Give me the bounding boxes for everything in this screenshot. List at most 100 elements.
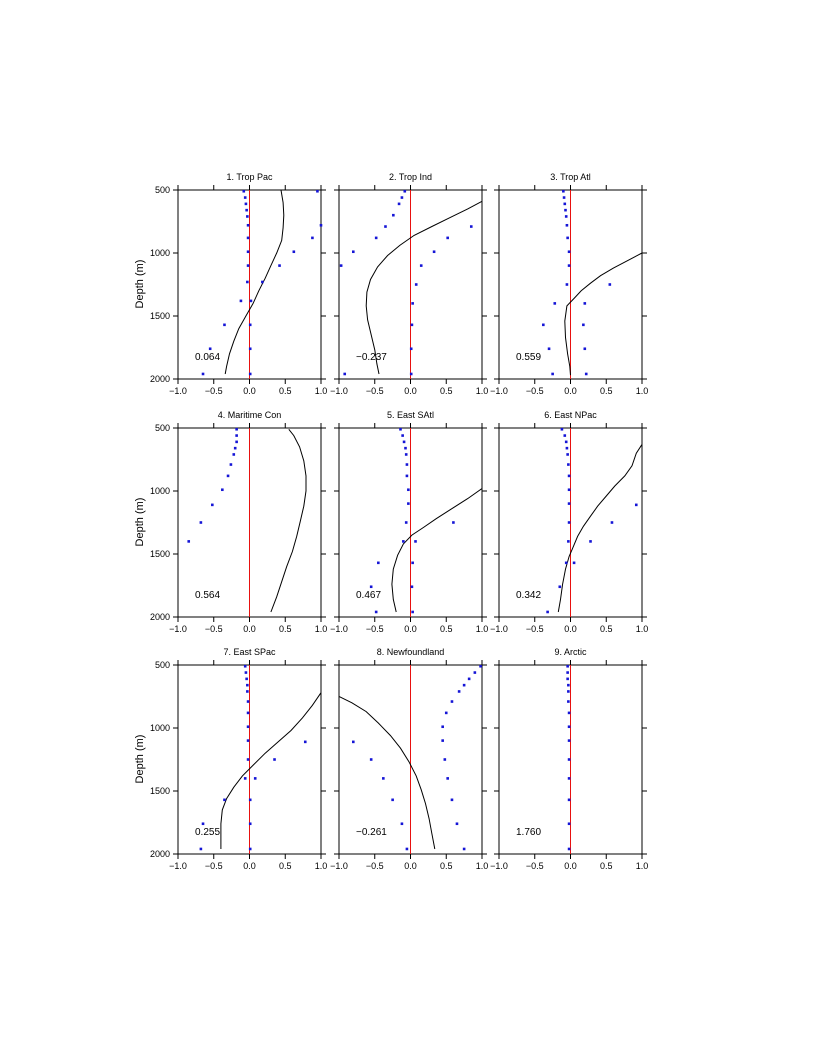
panel-5-annotation: 0.467 xyxy=(356,590,381,601)
panel-7-data-point xyxy=(201,822,205,826)
panel-9-data-point xyxy=(567,725,571,729)
panel-1-xtick-label: 1.0 xyxy=(315,386,328,396)
panel-8-data-point xyxy=(450,700,454,703)
panel-7-annotation: 0.255 xyxy=(195,827,220,838)
panel-6-data-point xyxy=(563,434,567,437)
panel-6-data-point xyxy=(567,474,571,478)
panel-5-curve xyxy=(391,488,482,613)
panel-6-annotation: 0.342 xyxy=(516,590,541,601)
panel-2-data-point xyxy=(419,264,423,267)
panel-8-title: 8. Newfoundland xyxy=(377,647,445,657)
panel-9-data-point xyxy=(567,798,571,802)
panel-2-data-point xyxy=(414,283,418,286)
panel-2-xtick-label: −1.0 xyxy=(330,386,348,396)
panel-3-data-point xyxy=(542,323,545,327)
panel-1-data-point xyxy=(316,189,319,193)
panel-7-data-point xyxy=(243,777,247,780)
panel-9-xtick-label: 0.5 xyxy=(600,861,613,871)
panel-8-data-point xyxy=(473,671,477,674)
panel-1-data-point xyxy=(248,372,252,376)
panel-4-ytick-label: 500 xyxy=(155,423,170,433)
panel-6-data-point xyxy=(560,427,564,431)
panel-2-data-point xyxy=(384,225,387,228)
panel-5-xtick-label: 0.0 xyxy=(404,624,417,634)
panel-5-data-point xyxy=(410,585,414,589)
panel-8-data-point xyxy=(369,758,373,761)
panel-6-data-point xyxy=(567,488,571,492)
panel-8-data-point xyxy=(467,677,471,681)
panel-4-data-point xyxy=(211,503,214,507)
panel-1-data-point xyxy=(246,215,249,218)
panel-6-data-point xyxy=(564,561,568,565)
panel-7-data-point xyxy=(246,700,250,703)
panel-1-data-point xyxy=(223,323,226,327)
panel-1-annotation: 0.064 xyxy=(195,352,220,363)
panel-2-data-point xyxy=(392,213,395,217)
panel-7-title: 7. East SPac xyxy=(223,647,276,657)
panel-8-xtick-label: 0.5 xyxy=(440,861,453,871)
panel-9-title: 9. Arctic xyxy=(554,647,587,657)
panel-8-xtick-label: 0.0 xyxy=(404,861,417,871)
panel-8-xtick-label: 1.0 xyxy=(476,861,489,871)
panel-4-title: 4. Maritime Con xyxy=(218,410,282,420)
panel-9-data-point xyxy=(567,847,571,851)
panel-5-data-point xyxy=(401,434,404,437)
panel-4-data-point xyxy=(235,434,238,437)
panel-7-data-point xyxy=(199,847,203,851)
panel-8-data-point xyxy=(443,758,447,761)
panel-5-xtick-label: −1.0 xyxy=(330,624,348,634)
panel-2-curve xyxy=(365,200,482,375)
panel-2-data-point xyxy=(343,372,347,376)
panel-3-data-point xyxy=(566,236,569,240)
panel-2-data-point xyxy=(469,225,473,228)
panel-7-data-point xyxy=(303,740,307,744)
panel-2-xtick-label: 0.0 xyxy=(404,386,417,396)
panel-3-data-point xyxy=(562,196,566,199)
panel-9-data-point xyxy=(567,690,570,693)
panel-4-data-point xyxy=(233,446,237,450)
panel-3-data-point xyxy=(567,264,571,267)
panel-8-data-point xyxy=(441,725,444,729)
panel-3-xtick-label: 0.5 xyxy=(600,386,613,396)
panel-9-xtick-label: 1.0 xyxy=(636,861,649,871)
panel-3-title: 3. Trop Atl xyxy=(550,172,591,182)
panel-5-data-point xyxy=(407,502,410,505)
panel-1-curve xyxy=(224,190,285,375)
panel-3-data-point xyxy=(565,283,569,286)
panel-2-xtick-label: 0.5 xyxy=(440,386,453,396)
panel-1-ytick-label: 500 xyxy=(155,185,170,195)
panel-9-xtick-label: 0.0 xyxy=(564,861,577,871)
panel-6-title: 6. East NPac xyxy=(544,410,597,420)
panel-4-data-point xyxy=(187,540,191,543)
y-axis-label-row1: Depth (m) xyxy=(134,260,146,309)
panel-1-data-point xyxy=(292,250,296,254)
panel-7-ytick-label: 500 xyxy=(155,660,170,670)
panel-1-data-point xyxy=(249,299,253,303)
panel-1-data-point xyxy=(278,264,281,267)
panel-5-data-point xyxy=(411,561,414,565)
panel-8-annotation: −0.261 xyxy=(356,827,387,838)
panel-1-ytick-label: 2000 xyxy=(150,374,170,384)
panel-7-ytick-label: 1500 xyxy=(150,786,170,796)
panel-9-data-point xyxy=(567,700,570,703)
panel-9-data-point xyxy=(567,777,571,780)
panel-7-data-point xyxy=(244,671,248,674)
panel-3-data-point xyxy=(608,283,612,286)
panel-9-xtick-label: −1.0 xyxy=(490,861,508,871)
panel-3-data-point xyxy=(567,250,571,254)
panel-5-data-point xyxy=(411,610,414,614)
panel-6-data-point xyxy=(567,540,570,543)
panel-7-data-point xyxy=(246,690,249,693)
panel-1-data-point xyxy=(244,202,248,206)
panel-1-data-point xyxy=(246,280,249,284)
panel-6-curve xyxy=(557,444,642,613)
panel-6-data-point xyxy=(567,463,570,466)
panel-9-data-point xyxy=(566,664,569,668)
panel-6-xtick-label: 1.0 xyxy=(636,624,649,634)
panel-5-xtick-label: 1.0 xyxy=(476,624,489,634)
panel-7-data-point xyxy=(273,758,276,761)
panel-6-xtick-label: 0.0 xyxy=(564,624,577,634)
panel-8-data-point xyxy=(352,740,355,744)
panel-8-data-point xyxy=(441,739,444,742)
panel-8-curve xyxy=(339,696,436,850)
